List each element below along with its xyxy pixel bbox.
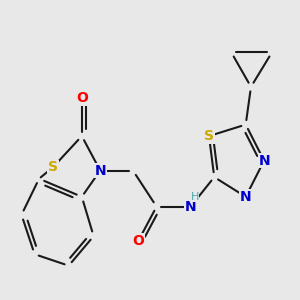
Text: N: N <box>185 200 197 214</box>
Text: S: S <box>48 160 58 174</box>
Text: N: N <box>94 164 106 178</box>
Text: H: H <box>190 192 199 202</box>
Text: N: N <box>240 190 251 204</box>
Text: N: N <box>258 154 270 168</box>
Text: S: S <box>204 129 214 143</box>
Text: O: O <box>76 91 88 105</box>
Text: O: O <box>132 234 144 248</box>
